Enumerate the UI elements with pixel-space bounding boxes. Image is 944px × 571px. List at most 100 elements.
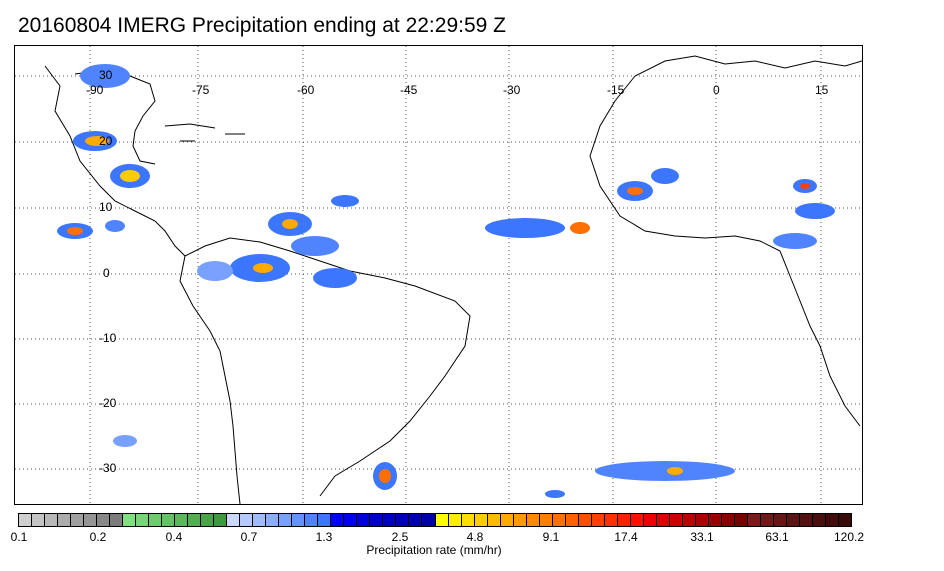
south-america-west-coast <box>179 255 241 504</box>
lat-label: 10 <box>99 200 113 214</box>
colorbar-tick-label: 17.4 <box>614 530 638 544</box>
colorbar-cell <box>19 514 33 526</box>
lat-label: 0 <box>103 266 110 280</box>
colorbar-cell <box>123 514 137 526</box>
colorbar-cell <box>825 514 839 526</box>
colorbar-cell <box>773 514 787 526</box>
caribbean-islands <box>164 123 245 142</box>
colorbar-cell <box>227 514 241 526</box>
colorbar-cell <box>786 514 800 526</box>
lon-label: -45 <box>400 83 418 97</box>
colorbar-cell <box>344 514 358 526</box>
colorbar-cell <box>799 514 813 526</box>
lon-label: 15 <box>815 83 829 97</box>
colorbar-cell <box>552 514 566 526</box>
colorbar-cell <box>422 514 436 526</box>
colorbar-cell <box>591 514 605 526</box>
colorbar-cell <box>71 514 85 526</box>
colorbar-cell <box>409 514 423 526</box>
colorbar-cell <box>708 514 722 526</box>
colorbar-cell <box>175 514 189 526</box>
lon-label: 0 <box>713 83 720 97</box>
africa-coast <box>589 75 861 427</box>
colorbar-tick-label: 9.1 <box>542 530 560 544</box>
lat-label: -20 <box>99 396 117 410</box>
colorbar-cell <box>305 514 319 526</box>
colorbar-cell <box>526 514 540 526</box>
colorbar-tick-label: 33.1 <box>690 530 714 544</box>
colorbar-cell <box>136 514 150 526</box>
colorbar-cell <box>565 514 579 526</box>
colorbar-cell <box>279 514 293 526</box>
lon-label: -60 <box>297 83 315 97</box>
lon-label: -30 <box>503 83 521 97</box>
colorbar-cell <box>97 514 111 526</box>
lat-label: -10 <box>99 331 117 345</box>
map-panel: -90 -75 -60 -45 -30 -15 0 15 30 20 10 0 … <box>14 45 863 505</box>
colorbar-cell <box>240 514 254 526</box>
lon-label: -15 <box>607 83 625 97</box>
gridlines <box>15 46 862 504</box>
colorbar-cell <box>448 514 462 526</box>
page-title: 20160804 IMERG Precipitation ending at 2… <box>18 14 506 37</box>
colorbar-cell <box>500 514 514 526</box>
colorbar-cell <box>357 514 371 526</box>
colorbar-tick-label: 0.1 <box>10 530 28 544</box>
colorbar-tick-label: 120.2 <box>833 530 865 544</box>
colorbar-cell <box>513 514 527 526</box>
colorbar-cell <box>578 514 592 526</box>
colorbar-cell <box>721 514 735 526</box>
colorbar-cell <box>617 514 631 526</box>
map-canvas <box>15 46 862 504</box>
south-america-coast <box>184 237 471 497</box>
colorbar-tick-label: 4.8 <box>466 530 484 544</box>
colorbar-cell <box>45 514 59 526</box>
precipitation-field <box>57 64 835 498</box>
north-america-coast <box>44 65 186 257</box>
colorbar-cell <box>734 514 748 526</box>
colorbar <box>18 513 852 527</box>
colorbar-tick-label: 0.7 <box>240 530 258 544</box>
colorbar-cell <box>149 514 163 526</box>
colorbar-cell <box>58 514 72 526</box>
colorbar-cell <box>760 514 774 526</box>
colorbar-cell <box>539 514 553 526</box>
colorbar-cell <box>643 514 657 526</box>
colorbar-cell <box>32 514 46 526</box>
colorbar-title: Precipitation rate (mm/hr) <box>366 543 502 557</box>
colorbar-cell <box>292 514 306 526</box>
colorbar-cell <box>682 514 696 526</box>
colorbar-tick-label: 63.1 <box>765 530 789 544</box>
colorbar-cell <box>253 514 267 526</box>
lon-label: -75 <box>192 83 210 97</box>
colorbar-cell <box>656 514 670 526</box>
lat-label: -30 <box>99 461 117 475</box>
coastlines <box>44 55 862 504</box>
colorbar-cell <box>630 514 644 526</box>
africa-north-coast <box>634 55 862 77</box>
colorbar-cell <box>604 514 618 526</box>
colorbar-cell <box>214 514 228 526</box>
colorbar-cell <box>162 514 176 526</box>
colorbar-tick-label: 1.3 <box>315 530 333 544</box>
lon-label: -90 <box>86 83 104 97</box>
colorbar-cell <box>747 514 761 526</box>
colorbar-cell <box>435 514 449 526</box>
colorbar-cell <box>188 514 202 526</box>
colorbar-cell <box>201 514 215 526</box>
colorbar-cell <box>669 514 683 526</box>
colorbar-cell <box>695 514 709 526</box>
colorbar-tick-label: 2.5 <box>391 530 409 544</box>
colorbar-cell <box>461 514 475 526</box>
colorbar-cell <box>110 514 124 526</box>
colorbar-cell <box>487 514 501 526</box>
colorbar-tick-label: 0.2 <box>89 530 107 544</box>
colorbar-cell <box>812 514 826 526</box>
colorbar-cell <box>396 514 410 526</box>
lat-label: 20 <box>99 134 113 148</box>
colorbar-cell <box>370 514 384 526</box>
colorbar-cell <box>84 514 98 526</box>
colorbar-cell <box>331 514 345 526</box>
colorbar-tick-label: 0.4 <box>165 530 183 544</box>
lat-label: 30 <box>99 68 113 82</box>
